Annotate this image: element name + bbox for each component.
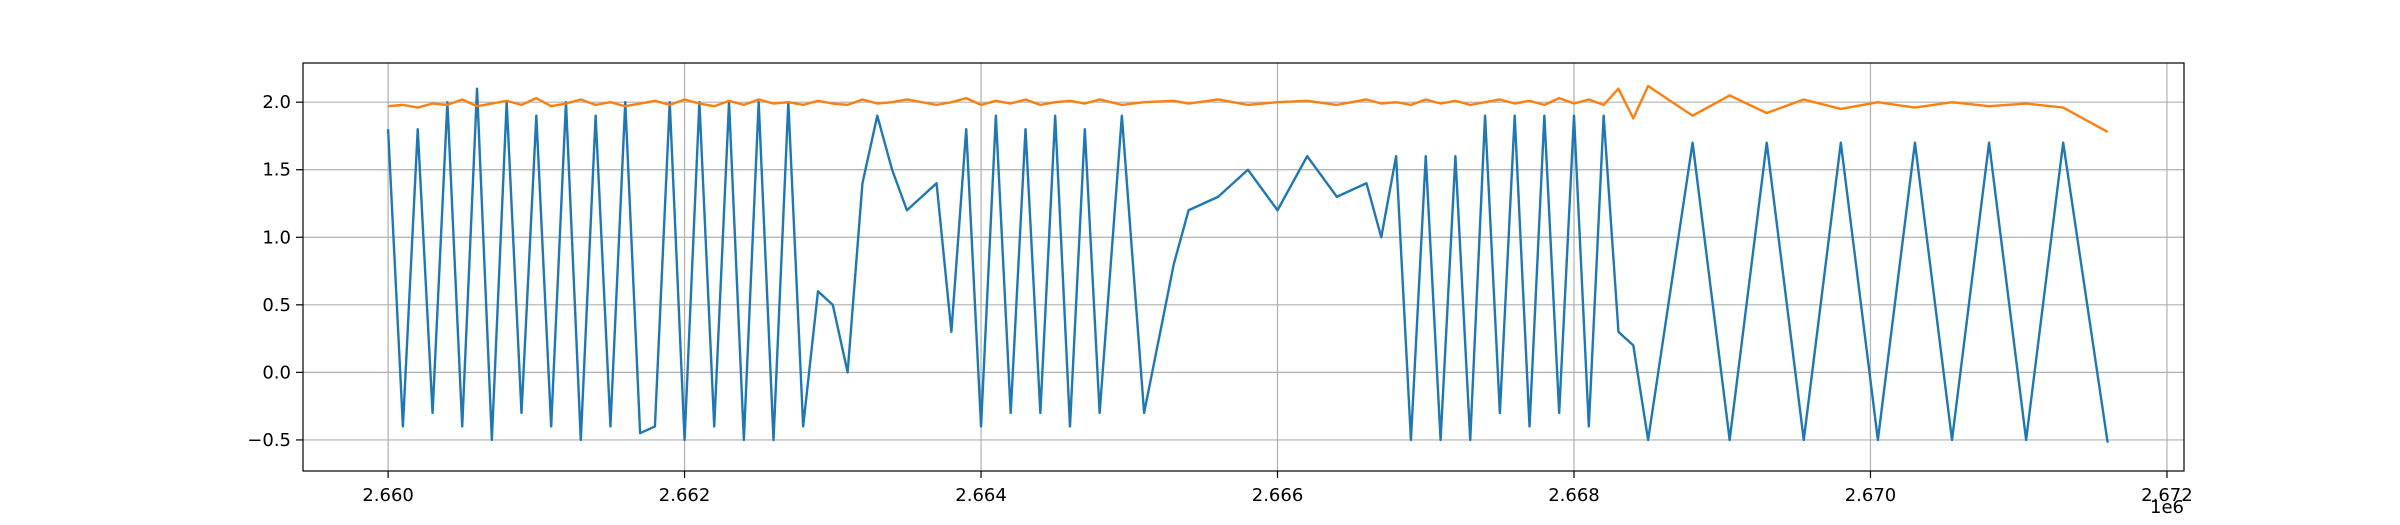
y-tick-label: 0.0 xyxy=(262,362,291,383)
series-line xyxy=(387,84,2109,133)
plot-area xyxy=(386,84,2109,443)
y-tick-label: 1.5 xyxy=(262,160,291,181)
y-tick-label: 1.0 xyxy=(262,227,291,248)
x-tick-label: 2.662 xyxy=(659,485,711,506)
y-tick-label: 2.0 xyxy=(262,92,291,113)
y-tick-label: 0.5 xyxy=(262,295,291,316)
x-offset-label: 1e6 xyxy=(2150,497,2184,518)
x-tick-label: 2.670 xyxy=(1845,485,1897,506)
axes-frame xyxy=(302,62,2185,472)
x-tick-label: 2.660 xyxy=(362,485,414,506)
series-line xyxy=(386,87,2109,443)
x-tick-label: 2.668 xyxy=(1548,485,1600,506)
y-tick-label: −0.5 xyxy=(247,430,291,451)
ticks: 2.660 2.662 2.664 2.666 2.668 2.670 2.672 −0.5 0… xyxy=(247,92,2192,506)
x-tick-label: 2.664 xyxy=(955,485,1007,506)
x-tick-label: 2.666 xyxy=(1252,485,1304,506)
x-tick-label: 2.672 xyxy=(2141,485,2193,506)
